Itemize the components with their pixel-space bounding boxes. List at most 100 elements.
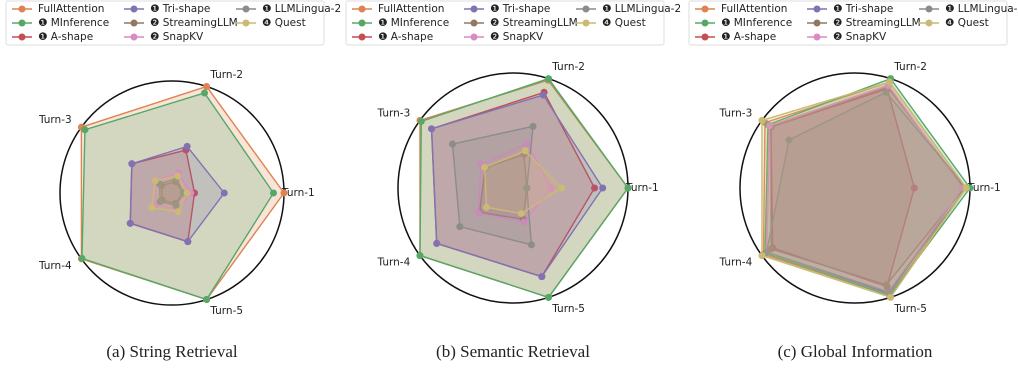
- legend-label: ❶ LLMLingua-2: [602, 3, 681, 15]
- series-point: [280, 189, 288, 197]
- series-point: [481, 163, 489, 171]
- legend-marker: [242, 19, 250, 27]
- legend-label: ❶ MInference: [721, 17, 792, 29]
- radar-chart: FullAttention ❶ MInference ❶ A-shape ❶ Tri-…: [688, 0, 1018, 361]
- legend-marker: [470, 5, 478, 13]
- legend-marker: [358, 5, 366, 13]
- axis-label: Turn-2: [551, 61, 585, 73]
- axis-label: Turn-5: [209, 305, 243, 317]
- legend-marker: [701, 19, 709, 27]
- series-point: [183, 189, 191, 197]
- axis-label: Turn-3: [719, 107, 753, 119]
- series-point: [887, 293, 895, 301]
- series-point: [151, 177, 159, 185]
- series-area: [761, 81, 968, 299]
- series-point: [184, 238, 192, 246]
- series-area: [765, 91, 968, 293]
- legend-label: ❷ StreamingLLM: [490, 17, 578, 29]
- legend-label: ❶ LLMLingua-2: [945, 3, 1018, 15]
- legend-label: ❹ Quest: [262, 17, 306, 29]
- series-point: [474, 209, 482, 217]
- series-point: [885, 288, 893, 296]
- series-point: [203, 296, 211, 304]
- series-point: [449, 140, 457, 148]
- series-point: [527, 241, 535, 249]
- series-point: [910, 184, 918, 192]
- axis-label: Turn-1: [281, 187, 315, 199]
- legend-marker: [582, 19, 590, 27]
- series-point: [200, 89, 208, 97]
- series-area: [770, 86, 966, 286]
- series-area: [770, 87, 916, 288]
- series-point: [591, 184, 599, 192]
- series-point: [758, 252, 766, 260]
- axis-label: Turn-3: [377, 107, 411, 119]
- series-point: [416, 252, 424, 260]
- series-point: [538, 273, 546, 281]
- legend-label: FullAttention: [38, 3, 104, 15]
- legend-label: ❶ Tri-shape: [150, 3, 210, 15]
- series-point: [156, 198, 164, 206]
- axis-label: Turn-5: [551, 303, 585, 315]
- legend-marker: [242, 5, 250, 13]
- legend-marker: [582, 5, 590, 13]
- series-point: [882, 88, 890, 96]
- series-area: [430, 94, 604, 278]
- series-point: [78, 254, 86, 262]
- legend-marker: [701, 5, 709, 13]
- legend-marker: [130, 33, 138, 41]
- legend-label: ❶ MInference: [378, 17, 449, 29]
- legend-label: ❷ StreamingLLM: [150, 17, 238, 29]
- series-point: [220, 189, 228, 197]
- legend-marker: [470, 19, 478, 27]
- series-area: [483, 149, 563, 215]
- series-point: [172, 202, 180, 210]
- series-point: [523, 184, 531, 192]
- axis-label: Turn-4: [38, 260, 72, 272]
- legend-marker: [925, 19, 933, 27]
- series-point: [81, 126, 89, 134]
- series-point: [428, 125, 436, 133]
- series-area: [764, 77, 971, 297]
- radar-chart: FullAttention ❶ MInference ❶ A-shape ❶ Tri-…: [5, 0, 341, 361]
- legend-marker: [358, 19, 366, 27]
- axis-label: Turn-1: [967, 182, 1001, 194]
- legend-marker: [18, 5, 26, 13]
- legend-marker: [470, 33, 478, 41]
- series-point: [765, 122, 773, 130]
- legend-label: ❶ A-shape: [38, 31, 93, 43]
- series-point: [524, 139, 532, 147]
- series-point: [417, 117, 425, 125]
- series-point: [547, 184, 555, 192]
- legend-marker: [18, 33, 26, 41]
- axis-label: Turn-3: [38, 114, 72, 126]
- legend-label: ❶ A-shape: [378, 31, 433, 43]
- legend-label: ❶ Tri-shape: [490, 3, 550, 15]
- radar-chart: FullAttention ❶ MInference ❶ A-shape ❶ Tri-…: [345, 0, 681, 361]
- series-point: [521, 147, 529, 155]
- legend-marker: [130, 5, 138, 13]
- series-point: [962, 184, 970, 192]
- legend-label: ❹ Quest: [945, 17, 989, 29]
- series-point: [183, 142, 191, 150]
- series-point: [269, 189, 277, 197]
- legend-marker: [813, 33, 821, 41]
- series-point: [203, 82, 211, 90]
- series-point: [885, 78, 893, 86]
- legend-marker: [358, 33, 366, 41]
- chart-caption: (a) String Retrieval: [106, 342, 238, 361]
- series-point: [545, 75, 553, 83]
- legend-label: ❷ SnapKV: [490, 31, 544, 43]
- legend-label: ❷ StreamingLLM: [833, 17, 921, 29]
- series-point: [433, 239, 441, 247]
- series-area: [81, 92, 275, 301]
- legend-label: ❹ Quest: [602, 17, 646, 29]
- series-point: [148, 204, 156, 212]
- series-point: [482, 203, 490, 211]
- axis-label: Turn-2: [893, 61, 927, 73]
- axis-label: Turn-2: [209, 69, 243, 81]
- series-point: [456, 223, 464, 231]
- legend-marker: [18, 19, 26, 27]
- legend-label: FullAttention: [378, 3, 444, 15]
